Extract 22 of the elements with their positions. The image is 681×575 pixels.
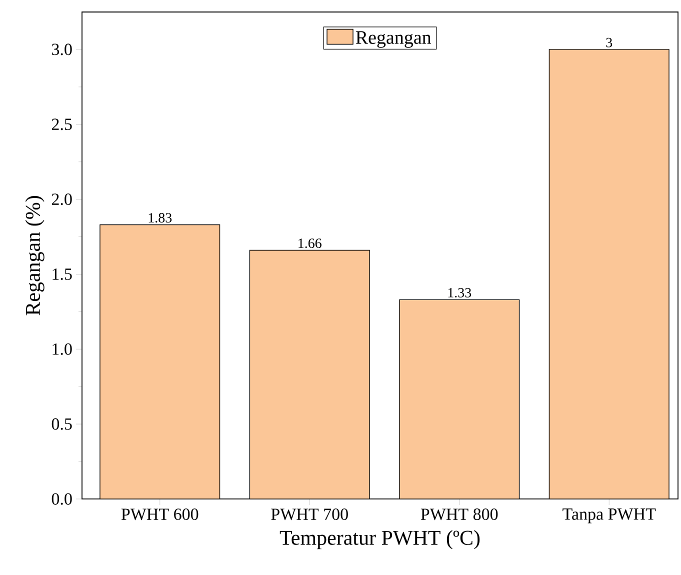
y-tick-label: 2.5: [52, 118, 72, 130]
y-tick-label: 1.0: [52, 343, 72, 355]
x-tick-label: Tanpa PWHT: [562, 508, 656, 524]
y-tick-label: 1.5: [52, 268, 72, 280]
data-label: 1.83: [148, 213, 172, 223]
y-tick-label: 2.0: [52, 194, 72, 206]
data-label: 1.66: [298, 238, 322, 248]
x-axis-title: Temperatur PWHT (ºC): [280, 530, 480, 550]
data-label: 3: [606, 38, 612, 48]
x-tick-label: PWHT 800: [420, 508, 498, 520]
y-axis-title: Regangan (%): [25, 196, 44, 316]
y-tick-label: 0.5: [52, 418, 72, 430]
x-tick-label: PWHT 600: [121, 508, 198, 520]
bar: [399, 300, 520, 499]
data-label: 1.33: [448, 288, 472, 298]
y-tick-label: 0.0: [52, 493, 72, 505]
legend-label: Regangan: [356, 31, 432, 48]
bar: [548, 49, 670, 499]
y-tick-label: 3.0: [52, 44, 72, 56]
bar: [250, 250, 370, 499]
x-tick-label: PWHT 700: [271, 508, 348, 520]
bar: [100, 224, 220, 499]
